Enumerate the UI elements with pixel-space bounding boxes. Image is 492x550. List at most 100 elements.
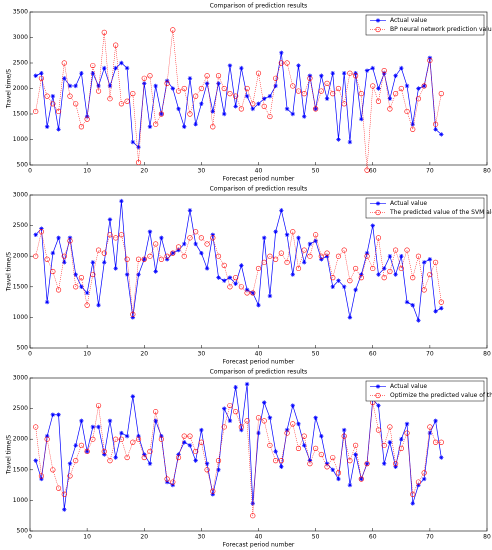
- star-marker: [176, 247, 181, 253]
- circle-marker: [233, 409, 239, 415]
- star-marker: [307, 241, 313, 247]
- star-marker: [393, 272, 398, 277]
- star-marker: [90, 260, 96, 265]
- star-marker: [119, 198, 124, 204]
- circle-marker: [233, 93, 239, 99]
- star-marker: [193, 122, 198, 127]
- circle-marker: [238, 284, 244, 290]
- circle-marker: [427, 57, 433, 64]
- star-marker: [79, 284, 84, 289]
- circle-marker: [44, 93, 50, 99]
- star-marker: [336, 278, 341, 283]
- circle-marker: [147, 448, 153, 455]
- star-marker: [153, 83, 158, 89]
- circle-marker: [250, 101, 256, 107]
- star-marker: [439, 306, 444, 311]
- circle-marker: [50, 268, 56, 275]
- circle-marker: [210, 235, 216, 241]
- star-marker: [376, 403, 381, 408]
- circle-marker: [261, 103, 267, 109]
- x-axis-label: Forecast period number: [223, 359, 295, 366]
- circle-marker: [33, 108, 39, 115]
- x-tick-label: 70: [426, 168, 434, 175]
- circle-marker: [170, 250, 176, 256]
- x-tick-label: 60: [369, 168, 377, 175]
- star-marker: [50, 412, 56, 417]
- circle-marker: [101, 448, 107, 455]
- x-tick-label: 10: [83, 534, 91, 541]
- circle-marker: [33, 424, 39, 430]
- series-line: [35, 52, 442, 148]
- star-marker: [296, 421, 301, 427]
- star-marker: [256, 101, 261, 106]
- circle-marker: [227, 284, 233, 290]
- star-marker: [250, 106, 255, 112]
- y-tick-label: 3000: [13, 192, 28, 199]
- circle-marker: [427, 271, 433, 278]
- circle-marker: [90, 62, 96, 69]
- circle-marker: [273, 75, 279, 81]
- circle-marker: [393, 247, 399, 253]
- star-marker: [107, 217, 113, 222]
- circle-marker: [398, 445, 404, 451]
- circle-marker: [313, 106, 319, 112]
- x-tick-label: 10: [83, 351, 91, 358]
- circle-marker: [181, 253, 187, 259]
- star-marker: [50, 250, 56, 256]
- star-marker: [376, 86, 381, 91]
- star-marker: [284, 427, 290, 433]
- star-marker: [330, 467, 335, 472]
- circle-marker: [101, 29, 107, 36]
- legend: Actual value The predicted value of the S…: [365, 197, 492, 219]
- star-marker: [62, 260, 67, 265]
- circle-marker: [55, 108, 62, 115]
- star-marker: [387, 96, 393, 101]
- x-tick-label: 40: [255, 534, 263, 541]
- circle-marker: [255, 265, 262, 272]
- circle-marker: [335, 470, 342, 476]
- circle-marker: [175, 454, 182, 461]
- star-marker: [216, 81, 221, 86]
- star-marker: [187, 76, 193, 81]
- x-tick-label: 70: [426, 534, 434, 541]
- y-tick-label: 1500: [13, 466, 28, 473]
- star-marker: [421, 260, 427, 265]
- circle-marker: [330, 454, 336, 461]
- star-marker: [164, 479, 170, 485]
- star-marker: [416, 318, 421, 323]
- star-marker: [421, 476, 427, 482]
- star-marker: [375, 384, 381, 389]
- star-marker: [256, 302, 261, 308]
- circle-marker: [198, 235, 204, 241]
- star-marker: [279, 50, 284, 55]
- y-tick-label: 2000: [13, 253, 28, 260]
- legend: Actual value BP neural network prediction…: [365, 14, 492, 36]
- star-marker: [233, 384, 238, 390]
- circle-marker: [347, 278, 353, 284]
- circle-marker: [278, 60, 284, 66]
- circle-marker: [313, 232, 319, 238]
- circle-marker: [375, 26, 381, 33]
- circle-marker: [267, 113, 273, 120]
- x-tick-label: 30: [198, 351, 206, 358]
- circle-marker: [193, 229, 199, 235]
- series-line: [35, 201, 442, 321]
- y-axis-label: Travel time/S: [6, 252, 13, 292]
- circle-marker: [95, 402, 102, 409]
- y-tick-label: 2500: [13, 405, 28, 412]
- circle-marker: [215, 458, 222, 464]
- star-marker: [387, 254, 393, 259]
- y-tick-label: 1500: [13, 111, 28, 118]
- star-marker: [44, 433, 50, 439]
- star-marker: [199, 427, 204, 433]
- x-tick-label: 70: [426, 351, 434, 358]
- circle-marker: [278, 458, 284, 464]
- circle-marker: [44, 436, 50, 442]
- circle-marker: [375, 209, 381, 216]
- x-tick-label: 50: [312, 351, 320, 358]
- star-marker: [170, 482, 176, 488]
- circle-marker: [113, 42, 119, 48]
- star-marker: [399, 437, 404, 442]
- star-marker: [427, 430, 433, 436]
- star-marker: [244, 93, 250, 99]
